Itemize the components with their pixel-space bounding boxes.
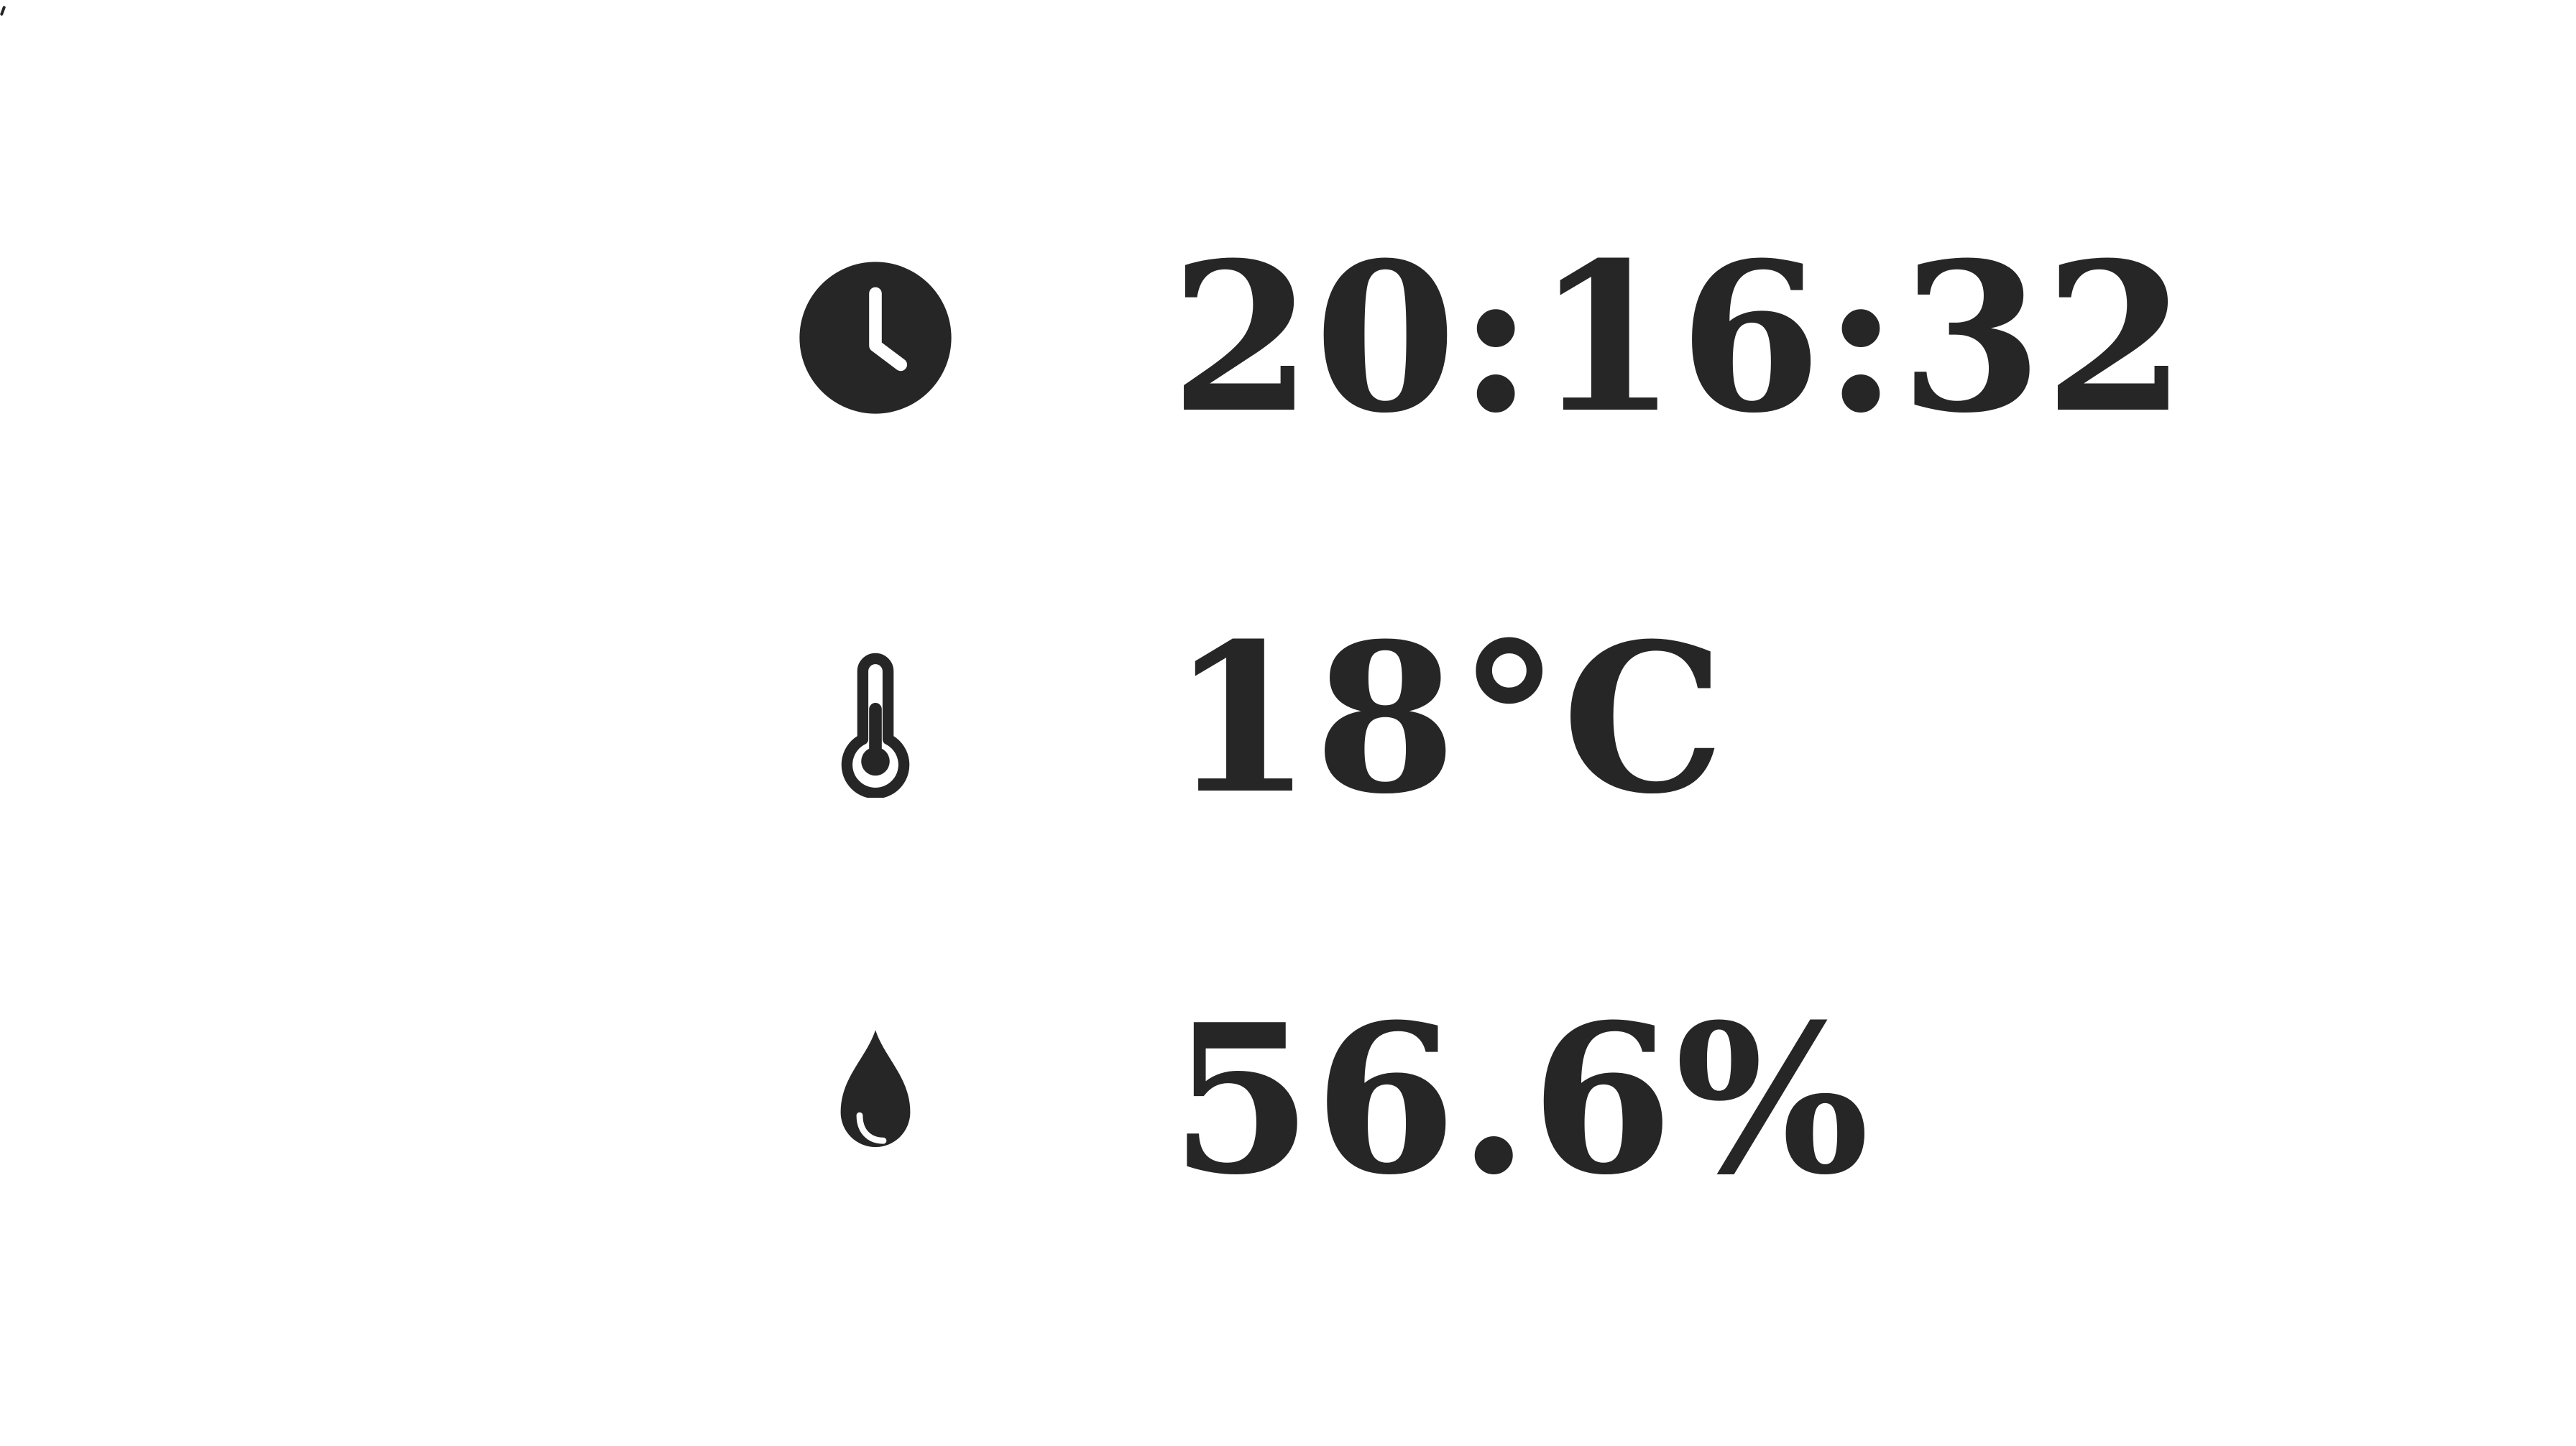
temperature-row: 18°C [796, 617, 1726, 821]
stray-mark [0, 5, 6, 17]
clock-icon [796, 259, 954, 417]
humidity-row: 56.6% [796, 998, 1871, 1202]
water-drop-icon [796, 1021, 954, 1179]
humidity-value: 56.6% [1170, 979, 1871, 1220]
time-row: 20:16:32 [796, 236, 2188, 441]
thermometer-icon [796, 640, 954, 798]
temperature-value: 18°C [1170, 598, 1726, 839]
time-value: 20:16:32 [1170, 217, 2189, 459]
